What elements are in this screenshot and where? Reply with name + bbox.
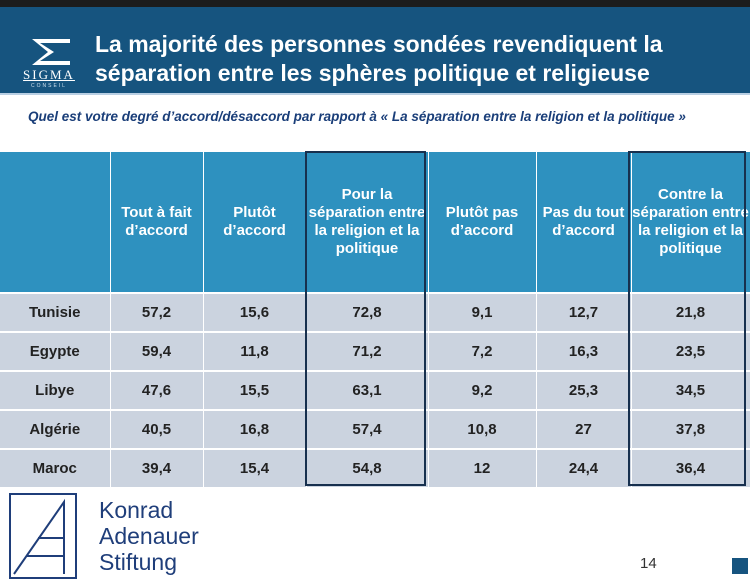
- table-cell: 57,2: [110, 292, 204, 332]
- table-row: Egypte 59,4 11,8 71,2 7,2 16,3 23,5: [0, 331, 750, 371]
- kas-line: Konrad: [99, 497, 174, 523]
- sigma-logo: SIGMA CONSEIL: [14, 37, 84, 91]
- sigma-icon: [32, 39, 70, 65]
- table-cell: 57,4: [306, 409, 429, 449]
- table-cell: 7,2: [428, 331, 537, 371]
- kas-line: Stiftung: [99, 549, 177, 575]
- table-cell: 16,3: [536, 331, 632, 371]
- slide-title: La majorité des personnes sondées revend…: [95, 31, 663, 86]
- table-cell: 37,8: [631, 409, 750, 449]
- kas-line: Adenauer: [99, 523, 199, 549]
- table-cell: 24,4: [536, 448, 632, 487]
- table-cell: 10,8: [428, 409, 537, 449]
- column-header: Plutôt pas d’accord: [428, 152, 537, 293]
- page-number: 14: [640, 555, 657, 572]
- table-body: Tunisie 57,2 15,6 72,8 9,1 12,7 21,8 Egypte 59,4…: [0, 292, 750, 487]
- table-cell: 34,5: [631, 370, 750, 410]
- table-cell: 47,6: [110, 370, 204, 410]
- column-header: Contre la séparation entre la religion e…: [631, 152, 750, 293]
- header-underline: [0, 93, 750, 95]
- table-cell: 27: [536, 409, 632, 449]
- table-cell: 21,8: [631, 292, 750, 332]
- table-cell: 54,8: [306, 448, 429, 487]
- kas-name: Konrad Adenauer Stiftung: [99, 497, 199, 575]
- table-cell: 39,4: [110, 448, 204, 487]
- table-header-row: Tout à fait d’accord Plutôt d’accord Pour …: [0, 152, 750, 293]
- kas-logo-icon: [9, 493, 77, 579]
- row-country: Egypte: [0, 331, 111, 371]
- table-cell: 25,3: [536, 370, 632, 410]
- table-cell: 15,5: [203, 370, 307, 410]
- table-cell: 71,2: [306, 331, 429, 371]
- row-country: Tunisie: [0, 292, 111, 332]
- survey-question: Quel est votre degré d’accord/désaccord …: [28, 109, 686, 124]
- table-cell: 9,1: [428, 292, 537, 332]
- corner-square: [732, 558, 748, 574]
- row-country: Libye: [0, 370, 111, 410]
- header-cell-corner: [0, 152, 111, 293]
- column-header: Pas du tout d’accord: [536, 152, 632, 293]
- column-header: Tout à fait d’accord: [110, 152, 204, 293]
- table-row: Tunisie 57,2 15,6 72,8 9,1 12,7 21,8: [0, 292, 750, 332]
- table-row: Maroc 39,4 15,4 54,8 12 24,4 36,4: [0, 448, 750, 487]
- table-cell: 12: [428, 448, 537, 487]
- table-cell: 72,8: [306, 292, 429, 332]
- table-row: Algérie 40,5 16,8 57,4 10,8 27 37,8: [0, 409, 750, 449]
- table-cell: 15,4: [203, 448, 307, 487]
- table-cell: 63,1: [306, 370, 429, 410]
- row-country: Maroc: [0, 448, 111, 487]
- table-cell: 12,7: [536, 292, 632, 332]
- table-cell: 59,4: [110, 331, 204, 371]
- table-cell: 36,4: [631, 448, 750, 487]
- results-table: Tout à fait d’accord Plutôt d’accord Pour …: [0, 152, 750, 487]
- table-cell: 15,6: [203, 292, 307, 332]
- slide-header: SIGMA CONSEIL La majorité des personnes …: [0, 7, 750, 93]
- table-cell: 40,5: [110, 409, 204, 449]
- table-cell: 11,8: [203, 331, 307, 371]
- table-cell: 9,2: [428, 370, 537, 410]
- logo-subtitle: CONSEIL: [31, 83, 67, 89]
- row-country: Algérie: [0, 409, 111, 449]
- table-row: Libye 47,6 15,5 63,1 9,2 25,3 34,5: [0, 370, 750, 410]
- table-cell: 16,8: [203, 409, 307, 449]
- column-header: Pour la séparation entre la religion et …: [306, 152, 429, 293]
- table-cell: 23,5: [631, 331, 750, 371]
- column-header: Plutôt d’accord: [203, 152, 307, 293]
- logo-word: SIGMA: [23, 67, 75, 82]
- top-bar: [0, 0, 750, 7]
